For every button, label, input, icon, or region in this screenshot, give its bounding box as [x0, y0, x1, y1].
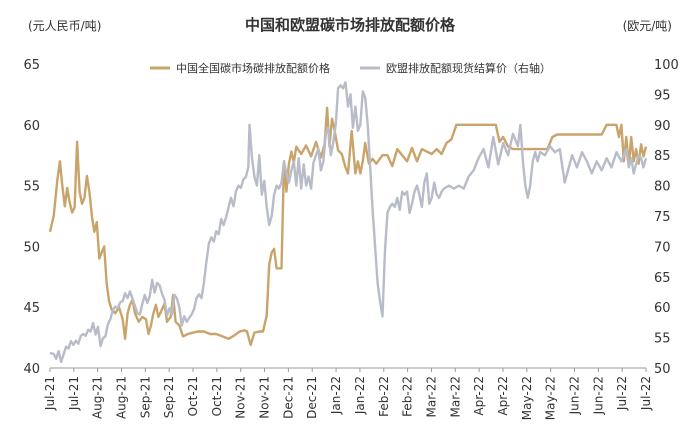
left-tick-label: 55 [23, 180, 40, 195]
left-tick-label: 45 [23, 301, 40, 316]
x-tick-label: Feb-22 [401, 376, 415, 417]
right-tick-label: 50 [654, 362, 671, 377]
x-tick-label: Apr-22 [496, 376, 510, 416]
x-tick-label: Jun-22 [567, 376, 581, 415]
right-tick-label: 70 [654, 240, 671, 255]
x-tick-label: Jan-22 [329, 376, 343, 415]
x-tick-label: Aug-21 [91, 376, 105, 419]
right-tick-label: 75 [654, 210, 671, 225]
right-tick-label: 85 [654, 149, 671, 164]
x-tick-label: Nov-21 [234, 376, 248, 419]
right-axis-unit: (欧元/吨) [623, 19, 672, 33]
legend-label-2: 欧盟排放配额现货结算价（右轴） [386, 61, 551, 75]
x-tick-label: May-22 [544, 376, 558, 420]
x-tick-label: Sep-21 [162, 376, 176, 418]
x-tick-label: Sep-21 [138, 376, 152, 418]
x-tick-label: Dec-21 [281, 376, 295, 419]
x-tick-label: Apr-22 [472, 376, 486, 416]
right-tick-label: 90 [654, 119, 671, 134]
x-tick-label: Jul-22 [639, 376, 653, 411]
legend-label-1: 中国全国碳市场碳排放配额价格 [176, 61, 330, 75]
x-tick-label: Mar-22 [448, 376, 462, 417]
x-tick-label: Nov-21 [258, 376, 272, 419]
x-tick-label: Jun-22 [591, 376, 605, 415]
chart-title: 中国和欧盟碳市场排放配额价格 [245, 16, 456, 34]
right-tick-label: 55 [654, 332, 671, 347]
series-line-2 [49, 81, 648, 364]
left-tick-label: 40 [23, 362, 40, 377]
left-tick-label: 50 [23, 240, 40, 255]
right-tick-label: 65 [654, 271, 671, 286]
right-tick-label: 95 [654, 88, 671, 103]
x-tick-label: Aug-21 [115, 376, 129, 419]
legend: 中国全国碳市场碳排放配额价格 欧盟排放配额现货结算价（右轴） [150, 61, 551, 75]
x-tick-label: May-22 [520, 376, 534, 420]
x-tick-label: Oct-21 [186, 376, 200, 416]
x-tick-label: Dec-21 [305, 376, 319, 419]
x-tick-label: Jul-22 [615, 376, 629, 411]
series-line-1 [48, 106, 648, 347]
right-tick-label: 100 [654, 58, 679, 73]
x-tick-label: Jan-22 [353, 376, 367, 415]
right-tick-label: 80 [654, 180, 671, 195]
x-tick-label: Feb-22 [377, 376, 391, 417]
axes: 40 45 50 55 60 65 50 55 60 65 70 75 80 85 90 95 100 Jul-2… [23, 58, 678, 420]
x-tick-label: Oct-21 [210, 376, 224, 416]
right-tick-label: 60 [654, 301, 671, 316]
left-tick-label: 60 [23, 119, 40, 134]
x-tick-label: Jul-21 [67, 376, 81, 411]
series-lines [48, 81, 648, 364]
left-axis-unit: (元人民币/吨) [28, 19, 101, 33]
left-tick-label: 65 [23, 58, 40, 73]
x-tick-label: Mar-22 [424, 376, 438, 417]
x-tick-label: Jul-21 [43, 376, 57, 411]
